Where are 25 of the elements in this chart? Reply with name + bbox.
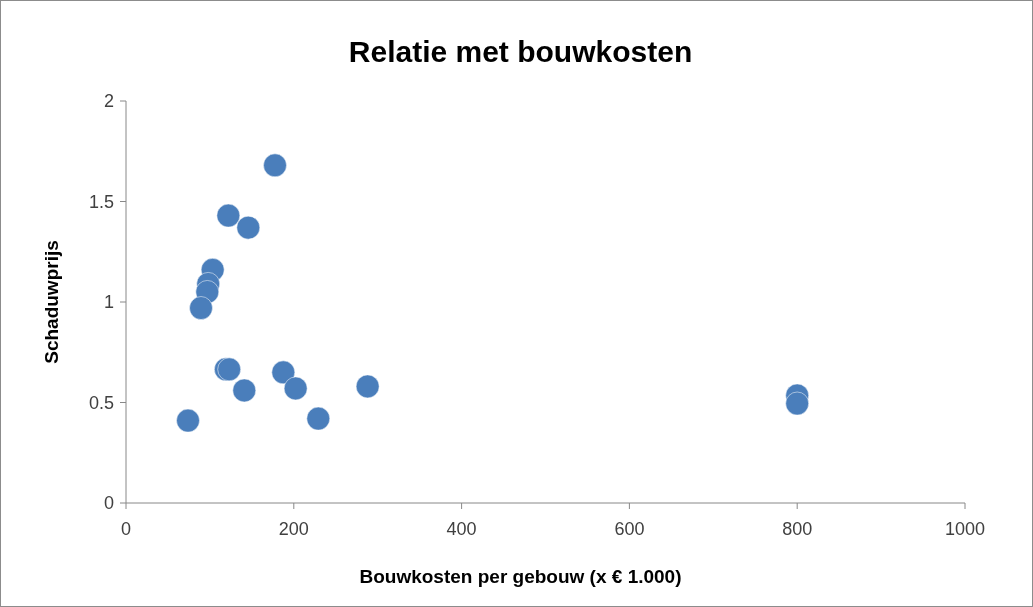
point <box>189 296 214 321</box>
point <box>283 376 308 401</box>
point <box>271 360 296 385</box>
x-tick-label: 600 <box>614 519 645 539</box>
point <box>236 215 261 240</box>
y-tick-label: 0.5 <box>88 392 114 413</box>
y-tick-label: 1 <box>103 292 114 313</box>
point <box>232 378 257 403</box>
point <box>355 374 380 399</box>
point <box>785 391 810 416</box>
point <box>306 406 331 431</box>
point <box>263 153 288 178</box>
y-tick-label: 1.5 <box>88 191 114 212</box>
x-tick-label: 800 <box>782 519 813 539</box>
y-axis-title: Schaduwprijs <box>41 240 62 364</box>
x-tick-label: 0 <box>120 519 132 539</box>
point <box>216 203 241 228</box>
x-axis-title: Bouwkosten per gebouw (x € 1.000) <box>359 566 682 587</box>
x-tick-label: 200 <box>278 519 309 539</box>
chart-title: Relatie met bouwkosten <box>348 35 693 68</box>
y-tick-label: 0 <box>103 493 114 514</box>
x-tick-label: 1000 <box>944 519 986 539</box>
point <box>176 408 200 433</box>
y-tick-label: 2 <box>103 91 114 112</box>
x-tick-label: 400 <box>446 519 477 539</box>
